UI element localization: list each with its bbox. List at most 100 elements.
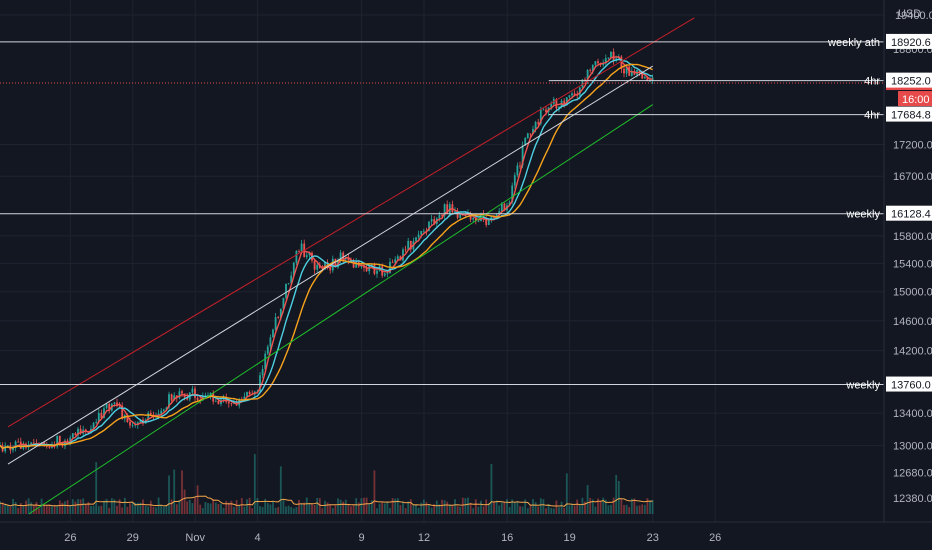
time-axis[interactable]: 26 29 Nov 4 9 12 16 19 23 26 — [0, 521, 932, 544]
volume-bar — [568, 505, 571, 514]
volume-bar — [633, 498, 636, 514]
volume-bar — [186, 501, 189, 514]
candle-body — [300, 243, 303, 252]
candle-body — [578, 87, 581, 96]
volume-bar — [248, 497, 251, 514]
candle-body — [368, 266, 371, 272]
candle-body — [441, 215, 443, 216]
volume-bar — [279, 466, 282, 514]
candle-body — [95, 421, 98, 423]
candle-body — [485, 218, 488, 226]
candle-body — [147, 412, 150, 420]
volume-bar — [558, 507, 560, 514]
candle-body — [313, 260, 316, 270]
volume-bar — [342, 501, 345, 514]
volume-bar — [435, 500, 438, 514]
level-value-label: 16128.4 — [891, 209, 931, 221]
volume-bar — [560, 501, 563, 514]
volume-bar — [503, 502, 506, 514]
candle-body — [196, 397, 199, 400]
candle-body — [139, 419, 142, 423]
candle-body — [261, 369, 264, 376]
price-tick-label: 13400.0 — [893, 408, 932, 420]
volume-bar — [201, 508, 204, 514]
volume-bar — [282, 499, 285, 514]
volume-bar — [337, 498, 339, 514]
volume-bar — [61, 502, 64, 514]
price-tick-label: 12680.0 — [893, 467, 932, 479]
candle-body — [519, 165, 521, 167]
candle-body — [217, 401, 220, 405]
volume-bar — [412, 505, 415, 514]
volume-bar — [165, 504, 168, 514]
candle-body — [558, 106, 560, 109]
volume-bar — [22, 505, 25, 514]
volume-bar — [542, 499, 545, 514]
candle-body — [279, 308, 282, 318]
candle-body — [100, 412, 103, 419]
countdown-marker — [898, 91, 932, 107]
candle-body — [516, 165, 519, 176]
volume-bar — [415, 504, 417, 514]
volume-bar — [264, 498, 267, 514]
candle-body — [565, 97, 568, 106]
volume-bar — [498, 505, 501, 514]
candle-body — [191, 388, 194, 393]
date-tick-label: Nov — [185, 532, 205, 544]
volume-bar — [14, 501, 17, 514]
volume-bar — [152, 506, 155, 514]
volume-bar — [318, 498, 321, 514]
candle-body — [352, 262, 355, 268]
candle-body — [513, 175, 516, 186]
candle-body — [409, 240, 412, 250]
volume-bar — [355, 498, 358, 514]
candle-body — [396, 256, 399, 260]
volume-bar — [316, 497, 319, 514]
candle-body — [537, 122, 540, 124]
volume-bar — [64, 501, 66, 514]
volume-bar — [383, 503, 386, 514]
candle-body — [394, 259, 397, 263]
volume-bar — [204, 502, 207, 514]
volume-bar — [586, 485, 589, 514]
level-label: weekly ath — [827, 37, 880, 49]
trend-channel — [7, 17, 695, 515]
volume-bar — [9, 506, 12, 514]
volume-bar — [513, 502, 516, 514]
level-value-label: 13760.0 — [891, 380, 931, 392]
candle-body — [474, 218, 477, 221]
horizontal-levels: weekly ath 4hr 4hr weekly weekly — [0, 37, 884, 392]
volume-bar — [256, 498, 259, 514]
volume-bar — [459, 506, 462, 514]
candle-body — [594, 61, 597, 65]
candle-body — [134, 424, 137, 426]
volume-bar — [290, 507, 293, 514]
candle-body — [79, 428, 82, 434]
candle-body — [17, 441, 20, 443]
candle-body — [227, 401, 230, 404]
candle-body — [643, 77, 646, 79]
candle-body — [194, 388, 196, 398]
volume-bar — [545, 508, 547, 514]
volume-bar — [69, 505, 72, 514]
currency-label[interactable]: USD — [898, 8, 921, 20]
volume-bar — [110, 498, 113, 514]
volume-bar — [547, 503, 550, 514]
volume-bar — [607, 505, 610, 514]
candle-body — [4, 445, 7, 452]
volume-bar — [173, 469, 176, 514]
volume-bar — [175, 504, 178, 514]
candle-body — [71, 433, 74, 438]
date-tick-label: 23 — [647, 532, 659, 544]
price-axis[interactable]: 12380.0 12680.0 13000.0 13400.0 13760.0 14200… — [0, 0, 932, 522]
candle-body — [399, 256, 402, 261]
candle-body — [459, 214, 462, 218]
volume-bar — [303, 502, 306, 514]
price-tick-label: 15000.0 — [893, 287, 932, 299]
volume-bar — [599, 501, 602, 514]
volume-bar — [326, 502, 329, 514]
candle-body — [529, 133, 532, 135]
candle-body — [487, 219, 490, 226]
